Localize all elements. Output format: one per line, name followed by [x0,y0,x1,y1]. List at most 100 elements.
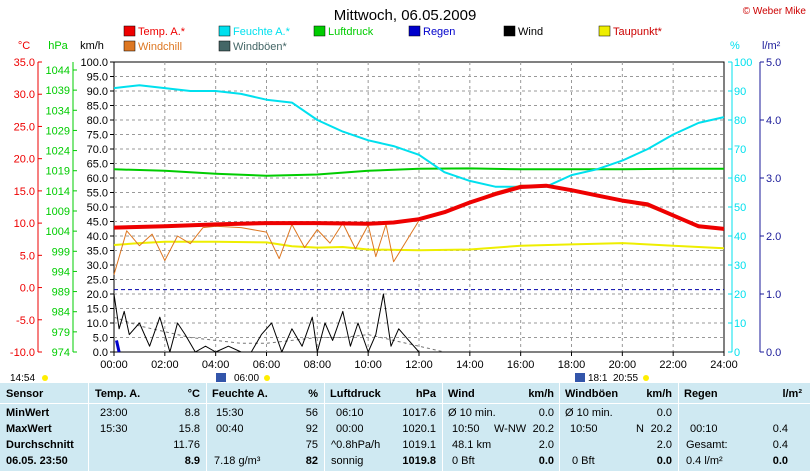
pressure-tick-label: 989 [52,287,70,299]
row-current-label: 06.05. 23:50 [6,455,68,467]
temp-tick-label: 0.0 [20,283,35,295]
max-humidity-value: 92 [305,423,318,435]
pressure-axis-label: hPa [48,40,68,52]
sun-icon [264,375,270,381]
current-gust-value: 0.0 [656,455,672,467]
wind-tick-label: 0.0 [93,347,108,359]
temp-tick-label: -5.0 [16,315,35,327]
pressure-tick-label: 1039 [46,85,70,97]
max-humidity-time: 00:40 [216,423,244,435]
max-pressure-time: 00:00 [336,423,364,435]
rain-tick-label: 5.0 [766,57,781,69]
header-gust-unit: km/h [646,388,672,400]
humidity-tick-label: 30 [734,260,746,272]
x-tick-label: 16:00 [507,359,535,371]
legend-swatch [123,40,136,52]
header-rain-unit: l/m² [782,388,802,400]
header-temp-unit: °C [187,388,200,400]
avg-rain-value: 0.4 [772,439,788,451]
header-wind: Wind [448,388,475,400]
rain-tick-label: 1.0 [766,289,781,301]
x-tick-label: 02:00 [151,359,179,371]
pressure-tick-label: 974 [52,347,70,359]
x-tick-label: 22:00 [659,359,687,371]
current-humidity-value: 82 [305,455,318,467]
header-wind-unit: km/h [528,388,554,400]
min-wind-value: 0.0 [538,407,554,419]
min-humidity-value: 56 [305,407,318,419]
wind-tick-label: 5.0 [93,333,108,345]
legend-label: Regen [423,26,455,38]
sunset-label-1: 18:1 [588,373,608,383]
series-line-rain [115,340,121,353]
temp-tick-label: 35.0 [14,57,35,69]
pressure-tick-label: 999 [52,246,70,258]
wind-axis-label: km/h [80,40,104,52]
max-rain-time: 00:10 [690,423,718,435]
row-min-label: MinWert [6,407,50,419]
weather-chart: 100.095.090.085.080.075.070.065.060.055.… [10,6,807,383]
temp-tick-label: 20.0 [14,154,35,166]
legend-swatch [503,25,516,37]
legend-swatch [408,25,421,37]
legend-label: Taupunkt* [613,26,663,38]
temp-tick-label: 10.0 [14,218,35,230]
avg-gust-value: 2.0 [656,439,672,451]
max-gust-time: 10:50 [570,423,598,435]
current-pressure-value: 1019.8 [402,455,436,467]
current-rain-total: 0.4 l/m² [686,455,723,467]
wind-tick-label: 80.0 [87,115,108,127]
pressure-tick-label: 1034 [46,105,70,117]
x-tick-label: 10:00 [354,359,382,371]
wind-tick-label: 55.0 [87,188,108,200]
min-wind-time: Ø 10 min. [448,407,496,419]
wind-tick-label: 40.0 [87,231,108,243]
max-gust-direction: N [636,423,644,435]
rain-axis-label: l/m² [762,40,781,52]
pressure-tick-label: 979 [52,327,70,339]
series-line-gust [113,316,724,353]
wind-tick-label: 20.0 [87,289,108,301]
header-pressure-unit: hPa [415,388,436,400]
min-gust-time: Ø 10 min. [565,407,613,419]
sunset-label-2: 20:55 [613,373,638,383]
wind-tick-label: 35.0 [87,246,108,258]
legend-label: Wind [518,26,543,38]
wind-tick-label: 65.0 [87,159,108,171]
wind-tick-label: 25.0 [87,275,108,287]
header-temp: Temp. A. [95,388,141,400]
legend-label: Temp. A.* [138,26,186,38]
series-line-humidity [113,84,725,188]
max-temp-time: 15:30 [100,423,128,435]
avg-pressure-value: 1019.1 [402,439,436,451]
x-tick-label: 18:00 [558,359,586,371]
humidity-axis-label: % [730,40,740,52]
min-gust-value: 0.0 [656,407,672,419]
pressure-tick-label: 1009 [46,206,70,218]
sun-label-left: 14:54 [10,373,35,383]
temp-axis-label: °C [18,40,30,52]
header-humidity: Feuchte A. [212,388,268,400]
row-avg-label: Durchschnitt [6,439,74,451]
sunrise-label: 06:00 [234,373,259,383]
pressure-tick-label: 1024 [46,146,70,158]
humidity-tick-label: 0 [734,347,740,359]
humidity-tick-label: 40 [734,231,746,243]
wind-tick-label: 70.0 [87,144,108,156]
humidity-tick-label: 20 [734,289,746,301]
wind-tick-label: 45.0 [87,217,108,229]
max-pressure-value: 1020.1 [402,423,436,435]
max-wind-direction: W-NW [494,423,527,435]
humidity-tick-label: 90 [734,86,746,98]
current-rain-value: 0.0 [772,455,788,467]
row-max-label: MaxWert [6,423,52,435]
sun-icon [643,375,649,381]
header-gust: Windböen [565,388,619,400]
wind-tick-label: 60.0 [87,173,108,185]
min-humidity-time: 15:30 [216,407,244,419]
humidity-tick-label: 80 [734,115,746,127]
rain-tick-label: 4.0 [766,115,781,127]
current-wind-bft: 0 Bft [452,455,475,467]
pressure-tick-label: 1019 [46,166,70,178]
legend-swatch [598,25,611,37]
